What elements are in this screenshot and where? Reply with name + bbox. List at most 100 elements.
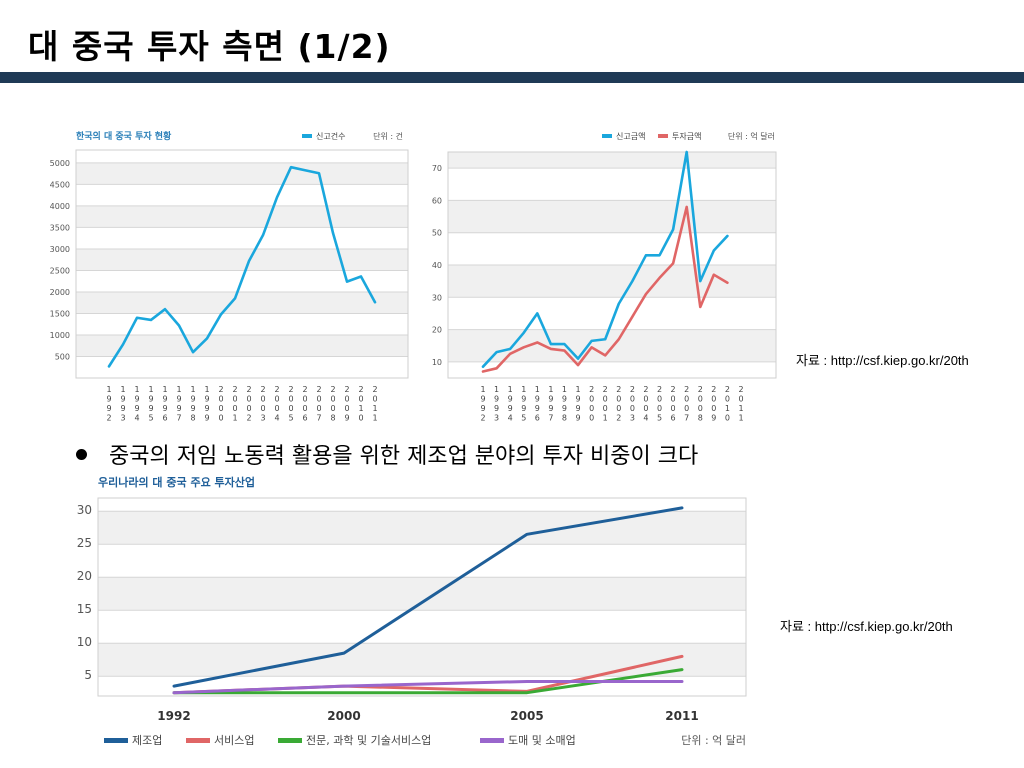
grid-band: [76, 313, 408, 335]
legend-label: 전문, 과학 및 기술서비스업: [306, 734, 431, 747]
plot-frame: [447, 151, 777, 379]
y-tick-label: 30: [432, 293, 442, 302]
chart-unit: 단위 : 건: [373, 131, 403, 141]
chart-title: 우리나라의 대 중국 주요 투자산업: [98, 475, 255, 489]
legend-swatch: [658, 134, 668, 138]
y-tick-label: 40: [432, 261, 442, 270]
legend-swatch: [602, 134, 612, 138]
legend-swatch: [480, 738, 504, 743]
chart-unit: 단위 : 억 달러: [728, 131, 775, 141]
grid-band: [76, 184, 408, 206]
y-tick-label: 10: [77, 635, 92, 649]
x-tick-label: 2011: [665, 709, 698, 723]
grid-band: [76, 150, 408, 163]
grid-band: [76, 334, 408, 357]
y-tick-label: 1000: [50, 331, 70, 340]
page-title: 대 중국 투자 측면 (1/2): [28, 27, 391, 66]
y-tick-label: 5: [84, 668, 92, 682]
grid-band: [448, 168, 776, 201]
chart-unit: 단위 : 억 달러: [681, 734, 746, 747]
y-tick-label: 3000: [50, 245, 70, 254]
series-line-1: [172, 506, 684, 688]
legend-label: 신고건수: [316, 131, 345, 141]
grid-band: [448, 232, 776, 265]
grid-band: [98, 544, 746, 578]
legend-label: 제조업: [132, 734, 162, 747]
grid-band: [448, 265, 776, 298]
y-tick-label: 15: [77, 602, 92, 616]
grid-band: [76, 356, 408, 378]
grid-band: [448, 361, 776, 378]
y-tick-label: 60: [432, 196, 442, 205]
y-tick-label: 3500: [50, 223, 70, 232]
grid-band: [76, 291, 408, 314]
chart-investment-industry: 5 10 15 20 25 30 1992 2000 2005 2011 우리나라의 대 중국 주요…: [77, 475, 747, 747]
source-note-1: 자료 : http://csf.kiep.go.kr/20th: [796, 353, 969, 368]
grid-band: [448, 152, 776, 169]
grid-band: [98, 643, 746, 677]
title-divider-bar: [0, 72, 1024, 83]
bullet-dot-icon: [76, 448, 87, 460]
chart-investment-count: 500 1000 1500 2000 2500 3000 3500 4000 4500 5000 1…: [50, 130, 409, 423]
legend-swatch: [186, 738, 210, 743]
series-line-2: [481, 205, 729, 373]
grid-band: [76, 162, 408, 185]
y-tick-label: 70: [432, 164, 442, 173]
grid-band: [448, 200, 776, 233]
legend-label: 서비스업: [214, 734, 254, 747]
y-tick-label: 5000: [50, 159, 70, 168]
grid-band: [76, 205, 408, 228]
legend-label: 투자금액: [672, 131, 701, 141]
plot-frame: [75, 149, 409, 379]
y-tick-label: 25: [77, 536, 92, 550]
y-tick-label: 20: [432, 326, 442, 335]
grid-band: [76, 248, 408, 271]
y-tick-label: 20: [77, 569, 92, 583]
y-tick-label: 2000: [50, 288, 70, 297]
series-line-1: [107, 165, 377, 368]
bullet-text: 중국의 저임 노동력 활용을 위한 제조업 분야의 투자 비중이 크다: [109, 444, 699, 469]
y-tick-label: 4500: [50, 180, 70, 189]
y-tick-label: 30: [77, 503, 92, 517]
y-tick-label: 4000: [50, 202, 70, 211]
y-tick-label: 10: [432, 358, 442, 367]
x-tick-label: 2000: [327, 709, 360, 723]
grid-band: [76, 227, 408, 249]
series-line-4: [172, 679, 684, 695]
grid-band: [98, 511, 746, 545]
legend-swatch: [302, 134, 312, 138]
series-line-1: [481, 150, 729, 368]
source-note-2: 자료 : http://csf.kiep.go.kr/20th: [780, 619, 953, 634]
chart-investment-amount: 10 20 30 40 50 60 70 1 9 9 2 1 9 9 3 1 9 9 4 1 9 9 5 1 9 9 6 1 9 9 7 1 9…: [432, 131, 777, 423]
x-tick-label: 2005: [510, 709, 543, 723]
legend-label: 신고금액: [616, 131, 645, 141]
legend-swatch: [278, 738, 302, 743]
y-tick-label: 500: [55, 352, 70, 361]
